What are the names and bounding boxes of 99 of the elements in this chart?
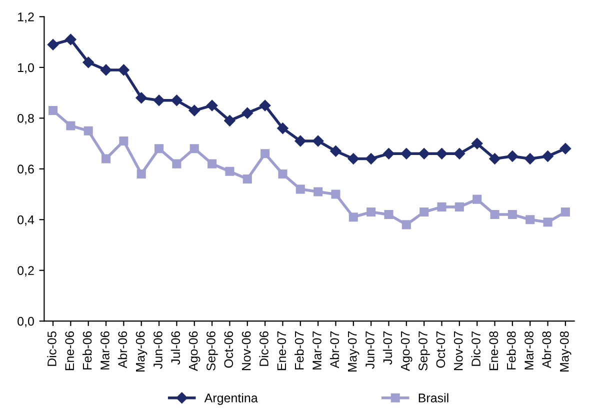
point bbox=[508, 210, 517, 220]
point bbox=[294, 135, 306, 147]
x-tick-label: Ago-06 bbox=[188, 331, 200, 372]
point bbox=[278, 169, 288, 178]
point bbox=[330, 146, 342, 157]
point bbox=[489, 153, 500, 164]
point bbox=[524, 153, 536, 164]
x-tick-label: Ene-07 bbox=[277, 331, 286, 370]
point bbox=[402, 220, 411, 230]
x-tick-label: Ene-06 bbox=[65, 331, 74, 370]
x-tick-label: Oct-07 bbox=[436, 331, 446, 368]
point bbox=[100, 64, 112, 76]
point bbox=[454, 148, 466, 160]
point bbox=[225, 166, 234, 176]
point bbox=[418, 148, 430, 160]
point bbox=[490, 210, 500, 220]
x-tick-label: Abr-08 bbox=[542, 331, 552, 368]
point bbox=[384, 210, 394, 220]
y-tick-label: 0,6 bbox=[18, 164, 34, 176]
point bbox=[172, 159, 182, 168]
point bbox=[153, 94, 165, 106]
point bbox=[118, 64, 130, 76]
legend-label: Brasil bbox=[418, 393, 448, 402]
point bbox=[277, 122, 288, 134]
point bbox=[224, 115, 236, 126]
point bbox=[560, 207, 570, 217]
x-tick-label: Jun-06 bbox=[154, 331, 162, 369]
point bbox=[259, 100, 271, 112]
point bbox=[454, 202, 464, 212]
point bbox=[84, 126, 93, 136]
point bbox=[348, 153, 360, 164]
point bbox=[119, 136, 128, 146]
x-tick-label: Jun-07 bbox=[366, 331, 374, 369]
point bbox=[314, 187, 323, 196]
x-tick-label: Sep-07 bbox=[418, 331, 430, 371]
x-tick-label: Nov-07 bbox=[454, 331, 463, 370]
x-tick-label: Oct-06 bbox=[224, 331, 234, 368]
point bbox=[312, 135, 324, 147]
point bbox=[420, 207, 429, 217]
x-tick-label: Feb-06 bbox=[82, 331, 92, 370]
point bbox=[526, 215, 535, 224]
point bbox=[506, 150, 518, 162]
point bbox=[208, 159, 217, 168]
x-tick-label: Dic-07 bbox=[471, 331, 480, 366]
x-tick-label: Dic-05 bbox=[47, 331, 56, 366]
point bbox=[348, 212, 358, 222]
point bbox=[242, 174, 252, 184]
point bbox=[242, 107, 253, 119]
point bbox=[136, 92, 147, 104]
point bbox=[48, 106, 58, 116]
point bbox=[296, 184, 305, 194]
x-tick-label: May-06 bbox=[136, 331, 148, 372]
x-tick-label: Abr-07 bbox=[330, 331, 340, 368]
y-tick-label: 1,0 bbox=[18, 63, 34, 74]
point bbox=[136, 169, 146, 178]
point bbox=[383, 148, 394, 160]
x-tick-label: Feb-08 bbox=[506, 331, 516, 370]
point bbox=[331, 190, 340, 199]
point bbox=[560, 142, 572, 154]
point bbox=[436, 148, 448, 160]
point bbox=[65, 34, 76, 46]
point bbox=[472, 194, 482, 204]
point bbox=[400, 148, 412, 160]
y-tick-label: 1,2 bbox=[18, 12, 34, 23]
point bbox=[188, 104, 200, 116]
x-tick-label: Feb-07 bbox=[294, 331, 304, 370]
x-tick-label: May-08 bbox=[560, 331, 572, 372]
point bbox=[66, 121, 76, 130]
y-tick-label: 0,0 bbox=[18, 316, 34, 328]
x-tick-label: Sep-06 bbox=[206, 331, 218, 371]
point bbox=[471, 138, 483, 150]
legend-label: Argentina bbox=[204, 393, 258, 405]
x-tick-label: Nov-06 bbox=[242, 331, 251, 370]
point bbox=[102, 154, 111, 164]
point bbox=[260, 149, 270, 158]
y-tick-label: 0,4 bbox=[18, 215, 34, 226]
x-tick-label: May-07 bbox=[348, 331, 360, 372]
point bbox=[542, 150, 554, 162]
point bbox=[206, 100, 218, 112]
point bbox=[366, 207, 376, 217]
x-tick-label: Ene-08 bbox=[489, 331, 498, 370]
point bbox=[82, 56, 94, 68]
x-tick-label: Mar-07 bbox=[312, 331, 322, 370]
y-tick-label: 0,8 bbox=[18, 114, 34, 124]
y-tick-label: 0,2 bbox=[18, 266, 34, 276]
point bbox=[190, 144, 199, 154]
point bbox=[365, 153, 377, 164]
x-tick-label: Abr-06 bbox=[118, 331, 128, 368]
x-tick-label: Jul-06 bbox=[170, 331, 180, 365]
x-tick-label: Dic-06 bbox=[259, 331, 268, 366]
x-tick-label: Jul-07 bbox=[382, 331, 392, 365]
point bbox=[171, 94, 182, 106]
point bbox=[437, 202, 446, 212]
x-tick-label: Ago-07 bbox=[400, 331, 412, 372]
point bbox=[543, 218, 552, 227]
point bbox=[47, 38, 59, 50]
point bbox=[154, 144, 164, 154]
x-tick-label: Mar-08 bbox=[524, 331, 534, 370]
x-tick-label: Mar-06 bbox=[100, 331, 110, 370]
